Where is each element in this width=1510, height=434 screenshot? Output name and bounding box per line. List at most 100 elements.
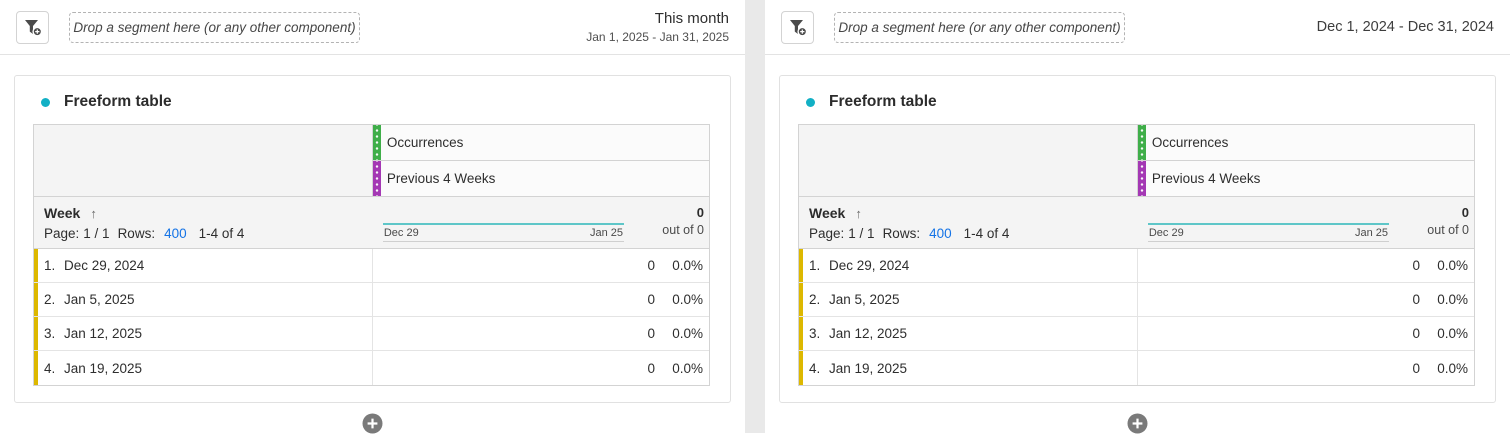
sparkline-line (1147, 223, 1389, 225)
dimension-cell[interactable]: 2. Jan 5, 2025 (34, 283, 373, 316)
sort-ascending-icon[interactable]: ↑ (90, 205, 97, 221)
value-cell[interactable]: 0 0.0% (373, 351, 709, 385)
row-index: 4. (809, 360, 821, 376)
drop-zone-label: Drop a segment here (or any other compon… (73, 19, 356, 35)
value-cell[interactable]: 0 0.0% (1138, 351, 1474, 385)
table-row: 2. Jan 5, 2025 0 0.0% (799, 283, 1474, 317)
panel-body: Freeform table Occurrences Previo (765, 55, 1510, 434)
freeform-table: Occurrences Previous 4 Weeks Week (798, 124, 1475, 386)
rows-per-page-link[interactable]: 400 (929, 226, 952, 241)
metric-summary-header: Dec 29 Jan 25 0 out of 0 (373, 197, 709, 248)
row-index: 1. (809, 258, 821, 273)
table-header: Occurrences Previous 4 Weeks (34, 125, 709, 197)
segment-filter-button[interactable] (781, 10, 814, 44)
sparkline-end-label: Jan 25 (1354, 227, 1388, 239)
sort-ascending-icon[interactable]: ↑ (855, 205, 862, 221)
dimension-stripe (34, 351, 38, 385)
plus-circle-icon (1127, 413, 1148, 433)
panel-date-range[interactable]: This month Jan 1, 2025 - Jan 31, 2025 (586, 10, 729, 44)
visualization-title[interactable]: Freeform table (64, 93, 172, 110)
metric-drag-handle-icon[interactable] (372, 161, 381, 196)
metric-header-occurrences[interactable]: Occurrences (372, 125, 709, 160)
metric-total: 0 out of 0 (1389, 197, 1469, 248)
rows-per-page-link[interactable]: 400 (164, 226, 187, 241)
row-value: 0 (647, 258, 655, 273)
dimension-cell[interactable]: 1. Dec 29, 2024 (799, 249, 1138, 282)
row-value: 0 (647, 292, 655, 307)
dimension-header[interactable]: Week ↑ Page: 1 / 1 Rows: 400 1-4 of 4 (799, 197, 1138, 248)
page-value: 1 / 1 (83, 226, 110, 241)
filter-add-icon (789, 19, 807, 37)
row-index: 2. (44, 292, 56, 307)
dimension-cell[interactable]: 4. Jan 19, 2025 (34, 351, 373, 385)
row-percent: 0.0% (1437, 360, 1468, 376)
metric-total-caption: out of 0 (662, 223, 704, 237)
metric-drag-handle-icon[interactable] (1137, 125, 1146, 160)
freeform-table: Occurrences Previous 4 Weeks Week (33, 124, 710, 386)
rows-range-text: 1-4 of 4 (963, 226, 1010, 241)
sparkline-end-label: Jan 25 (589, 227, 623, 239)
panel-body: Freeform table Occurrences Previo (0, 55, 745, 434)
rows-label: Rows: (882, 226, 921, 241)
add-visualization-button[interactable] (1127, 412, 1149, 434)
row-label: Jan 19, 2025 (64, 360, 143, 376)
dimension-header-row: Week ↑ Page: 1 / 1 Rows: 400 1-4 of 4 (34, 197, 709, 249)
panel-header: Drop a segment here (or any other compon… (0, 0, 745, 55)
segment-filter-button[interactable] (16, 10, 49, 44)
freeform-panel: Drop a segment here (or any other compon… (0, 0, 745, 433)
value-cell[interactable]: 0 0.0% (1138, 249, 1474, 282)
page-label: Page: (809, 226, 845, 241)
dimension-stripe (799, 283, 803, 316)
metric-drag-handle-icon[interactable] (372, 125, 381, 160)
visualization-dot-icon (806, 97, 815, 107)
dimension-stripe (799, 249, 803, 282)
value-cell[interactable]: 0 0.0% (1138, 283, 1474, 316)
freeform-table-card: Freeform table Occurrences Previo (779, 75, 1496, 403)
dimension-cell[interactable]: 3. Jan 12, 2025 (799, 317, 1138, 350)
row-index: 1. (44, 258, 56, 273)
value-cell[interactable]: 0 0.0% (373, 249, 709, 282)
table-row: 2. Jan 5, 2025 0 0.0% (34, 283, 709, 317)
metric-drag-handle-icon[interactable] (1137, 161, 1146, 196)
dimension-cell[interactable]: 4. Jan 19, 2025 (799, 351, 1138, 385)
date-range-text: Jan 1, 2025 - Jan 31, 2025 (586, 30, 729, 44)
page-value: 1 / 1 (848, 226, 875, 241)
sparkline-start-label: Dec 29 (383, 227, 419, 239)
table-pagination: Page: 1 / 1 Rows: 400 1-4 of 4 (809, 226, 1138, 241)
visualization-title[interactable]: Freeform table (829, 93, 937, 110)
metric-header-previous-4-weeks[interactable]: Previous 4 Weeks (372, 160, 709, 196)
add-visualization-button[interactable] (362, 412, 384, 434)
row-value: 0 (647, 326, 655, 341)
segment-drop-zone[interactable]: Drop a segment here (or any other compon… (834, 11, 1125, 43)
row-percent: 0.0% (672, 292, 703, 307)
dimension-header[interactable]: Week ↑ Page: 1 / 1 Rows: 400 1-4 of 4 (34, 197, 373, 248)
metric-header-previous-4-weeks[interactable]: Previous 4 Weeks (1137, 160, 1474, 196)
value-cell[interactable]: 0 0.0% (373, 283, 709, 316)
dimension-cell[interactable]: 1. Dec 29, 2024 (34, 249, 373, 282)
panel-date-range[interactable]: Dec 1, 2024 - Dec 31, 2024 (1317, 19, 1494, 35)
table-row: 3. Jan 12, 2025 0 0.0% (799, 317, 1474, 351)
metric-header-column: Occurrences Previous 4 Weeks (372, 125, 709, 196)
dimension-cell[interactable]: 2. Jan 5, 2025 (799, 283, 1138, 316)
row-value: 0 (1412, 258, 1420, 273)
date-range-preset: This month (654, 10, 729, 27)
table-row: 1. Dec 29, 2024 0 0.0% (799, 249, 1474, 283)
row-label: Jan 12, 2025 (64, 326, 143, 341)
metric-header-occurrences[interactable]: Occurrences (1137, 125, 1474, 160)
row-label: Dec 29, 2024 (829, 258, 910, 273)
table-pagination: Page: 1 / 1 Rows: 400 1-4 of 4 (44, 226, 373, 241)
metric-total-caption: out of 0 (1427, 223, 1469, 237)
visualization-title-row: Freeform table (33, 76, 710, 124)
row-index: 2. (809, 292, 821, 307)
row-index: 4. (44, 360, 56, 376)
value-cell[interactable]: 0 0.0% (1138, 317, 1474, 350)
value-cell[interactable]: 0 0.0% (373, 317, 709, 350)
dimension-cell[interactable]: 3. Jan 12, 2025 (34, 317, 373, 350)
segment-drop-zone[interactable]: Drop a segment here (or any other compon… (69, 11, 360, 43)
table-row: 1. Dec 29, 2024 0 0.0% (34, 249, 709, 283)
dimension-name: Week (809, 205, 846, 221)
row-percent: 0.0% (1437, 258, 1468, 273)
date-sparkline: Dec 29 Jan 25 (382, 223, 624, 248)
row-label: Dec 29, 2024 (64, 258, 145, 273)
row-value: 0 (1412, 292, 1420, 307)
